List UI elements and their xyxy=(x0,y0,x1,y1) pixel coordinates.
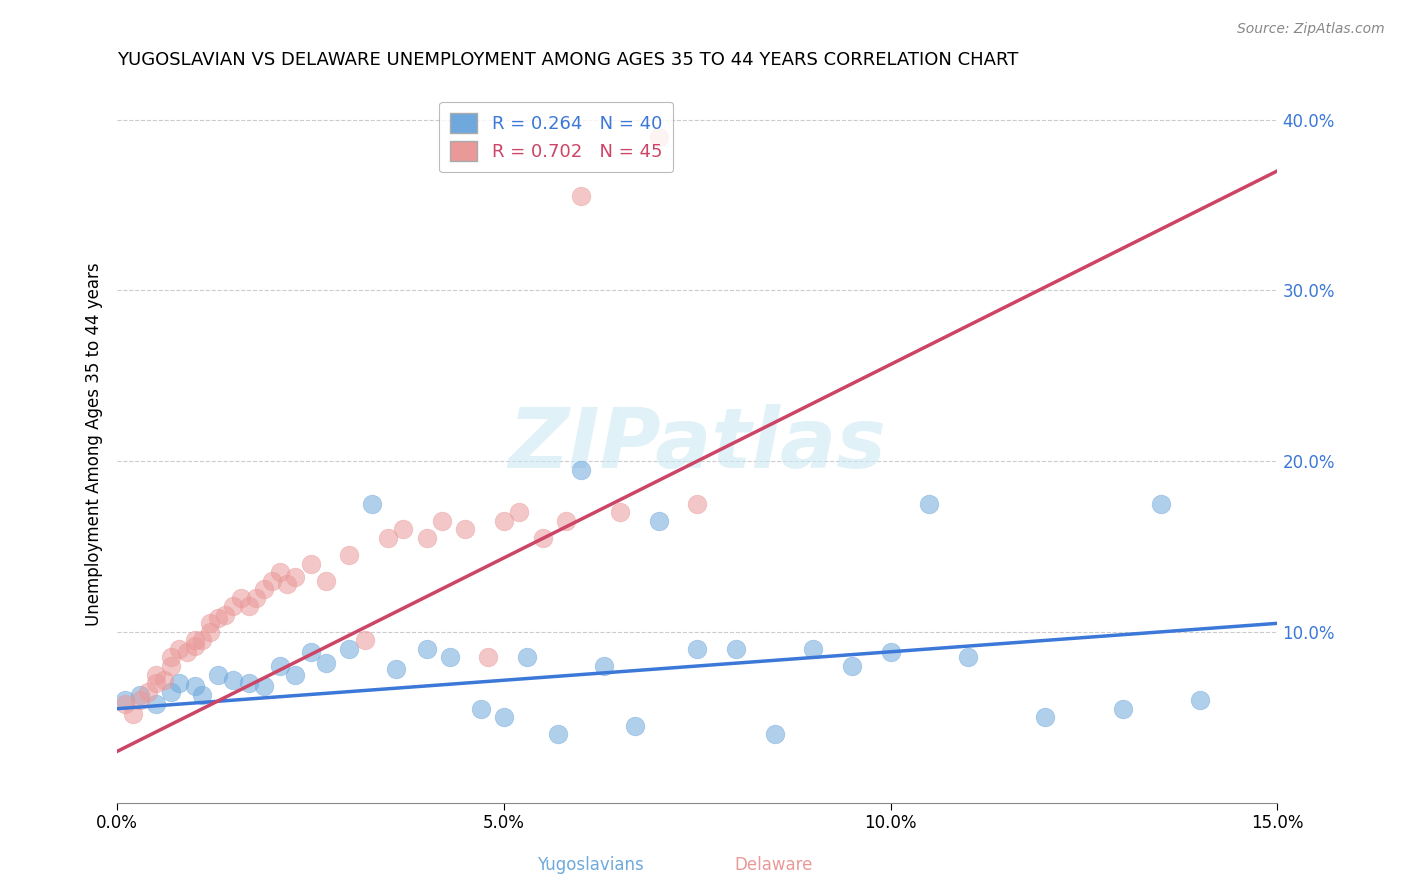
Text: ZIPatlas: ZIPatlas xyxy=(509,403,886,484)
Point xyxy=(260,574,283,588)
Text: Source: ZipAtlas.com: Source: ZipAtlas.com xyxy=(1237,22,1385,37)
Point xyxy=(415,531,437,545)
Point xyxy=(245,591,267,605)
Point xyxy=(337,548,360,562)
Point xyxy=(191,633,214,648)
Point xyxy=(269,565,291,579)
Point xyxy=(1112,701,1135,715)
Point xyxy=(492,514,515,528)
Point xyxy=(129,693,152,707)
Point xyxy=(207,667,229,681)
Point xyxy=(569,189,592,203)
Point xyxy=(337,642,360,657)
Point xyxy=(191,688,214,702)
Point xyxy=(647,129,669,144)
Point xyxy=(145,697,167,711)
Point xyxy=(136,684,159,698)
Point xyxy=(392,523,415,537)
Point xyxy=(276,577,298,591)
Point xyxy=(176,645,198,659)
Point xyxy=(198,624,221,639)
Point xyxy=(353,633,375,648)
Point xyxy=(222,599,245,614)
Point xyxy=(554,514,576,528)
Point xyxy=(1150,497,1173,511)
Point xyxy=(284,570,307,584)
Point xyxy=(647,514,669,528)
Point xyxy=(167,676,190,690)
Point xyxy=(956,650,979,665)
Point xyxy=(377,531,399,545)
Point xyxy=(361,497,384,511)
Point xyxy=(238,599,260,614)
Point xyxy=(569,463,592,477)
Point xyxy=(183,680,205,694)
Point xyxy=(299,557,322,571)
Point xyxy=(315,574,337,588)
Point xyxy=(531,531,554,545)
Point xyxy=(1189,693,1212,707)
Point xyxy=(918,497,941,511)
Point xyxy=(198,616,221,631)
Point xyxy=(160,684,183,698)
Point xyxy=(114,697,136,711)
Point xyxy=(145,676,167,690)
Point xyxy=(508,505,530,519)
Point xyxy=(121,706,143,721)
Point xyxy=(183,633,205,648)
Text: Delaware: Delaware xyxy=(734,855,813,873)
Point xyxy=(284,667,307,681)
Point xyxy=(801,642,824,657)
Point xyxy=(299,645,322,659)
Point xyxy=(167,642,190,657)
Point xyxy=(152,673,174,687)
Point xyxy=(229,591,252,605)
Point xyxy=(454,523,477,537)
Point xyxy=(384,662,406,676)
Point xyxy=(724,642,747,657)
Point xyxy=(1033,710,1056,724)
Point xyxy=(160,650,183,665)
Point xyxy=(439,650,461,665)
Point xyxy=(222,673,245,687)
Point xyxy=(763,727,786,741)
Point xyxy=(609,505,631,519)
Point xyxy=(841,659,863,673)
Point xyxy=(686,497,709,511)
Point xyxy=(253,680,276,694)
Point xyxy=(315,656,337,670)
Point xyxy=(430,514,453,528)
Point xyxy=(415,642,437,657)
Point xyxy=(207,611,229,625)
Legend: R = 0.264   N = 40, R = 0.702   N = 45: R = 0.264 N = 40, R = 0.702 N = 45 xyxy=(440,102,673,172)
Point xyxy=(624,719,647,733)
Text: YUGOSLAVIAN VS DELAWARE UNEMPLOYMENT AMONG AGES 35 TO 44 YEARS CORRELATION CHART: YUGOSLAVIAN VS DELAWARE UNEMPLOYMENT AMO… xyxy=(117,51,1018,69)
Point xyxy=(238,676,260,690)
Point xyxy=(470,701,492,715)
Point xyxy=(686,642,709,657)
Point xyxy=(516,650,538,665)
Text: Yugoslavians: Yugoslavians xyxy=(537,855,644,873)
Point xyxy=(253,582,276,597)
Point xyxy=(547,727,569,741)
Point xyxy=(492,710,515,724)
Point xyxy=(145,667,167,681)
Point xyxy=(114,693,136,707)
Point xyxy=(183,639,205,653)
Point xyxy=(477,650,499,665)
Y-axis label: Unemployment Among Ages 35 to 44 years: Unemployment Among Ages 35 to 44 years xyxy=(86,262,103,626)
Point xyxy=(269,659,291,673)
Point xyxy=(879,645,901,659)
Point xyxy=(160,659,183,673)
Point xyxy=(214,607,236,622)
Point xyxy=(593,659,616,673)
Point xyxy=(129,688,152,702)
